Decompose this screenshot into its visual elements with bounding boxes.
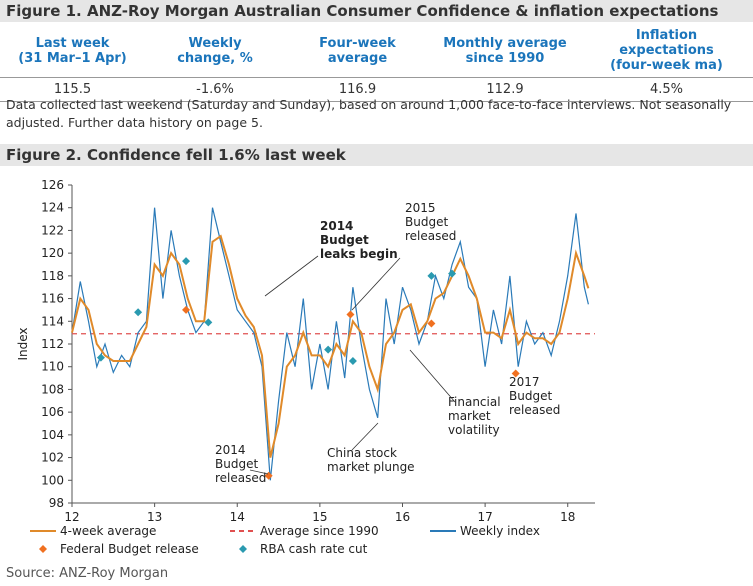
- header-line: expectations: [619, 43, 714, 58]
- header-line: Last week: [35, 35, 110, 51]
- legend-label: 4-week average: [60, 524, 156, 538]
- marker: [346, 310, 355, 319]
- legend-label: Federal Budget release: [60, 542, 199, 556]
- legend-label: RBA cash rate cut: [260, 542, 368, 556]
- y-tick-label: 126: [41, 178, 64, 192]
- chart: 98 100 102 104 106 108 110 112 114 116 118 120 122 12…: [16, 178, 595, 556]
- annotation: 2017: [509, 375, 540, 389]
- y-tick-label: 110: [41, 360, 64, 374]
- column-header: Weekly change, %: [145, 24, 285, 78]
- x-tick-label: 15: [312, 510, 327, 524]
- y-tick-label: 124: [41, 201, 64, 215]
- series-line: [71, 234, 590, 458]
- table-value: 116.9: [285, 77, 430, 102]
- header-line: Weekly: [188, 35, 242, 51]
- annotation: leaks begin: [320, 247, 398, 261]
- column-header: Last week (31 Mar–1 Apr): [0, 24, 145, 78]
- marker: [182, 305, 191, 314]
- annotation: Financial: [448, 395, 501, 409]
- figure-title: Figure 1. ANZ-Roy Morgan Australian Cons…: [0, 0, 753, 22]
- column-header: Inflation expectations (four-week ma): [580, 24, 753, 78]
- header-row: Last week (31 Mar–1 Apr) Weekly change, % Fo…: [0, 24, 753, 78]
- annotation: 2015: [405, 201, 436, 215]
- table-value: 115.5: [0, 77, 145, 102]
- x-tick-label: 14: [230, 510, 245, 524]
- marker: [448, 269, 457, 278]
- header-line: since 1990: [465, 50, 545, 66]
- legend-swatch: [39, 545, 47, 553]
- annotation: Budget: [215, 457, 258, 471]
- annotation: volatility: [448, 423, 500, 437]
- source: Source: ANZ-Roy Morgan: [6, 566, 169, 581]
- table-value: -1.6%: [145, 77, 285, 102]
- note: Data collected last weekend (Saturday an…: [6, 97, 732, 130]
- annotation: market: [448, 409, 491, 423]
- marker: [427, 271, 436, 280]
- annotation-arrow: [264, 255, 319, 297]
- table-value: 4.5%: [580, 77, 753, 102]
- y-tick-label: 116: [41, 292, 64, 306]
- marker: [96, 353, 105, 362]
- header-line: Inflation: [635, 28, 698, 43]
- annotation-arrow: [249, 469, 269, 475]
- annotation: 2014: [215, 443, 246, 457]
- marker: [511, 369, 520, 378]
- y-tick-label: 120: [41, 246, 64, 260]
- annotation: 2014: [320, 219, 353, 233]
- annotation: market plunge: [327, 460, 415, 474]
- annotation: Budget: [509, 389, 552, 403]
- annotation: released: [509, 403, 560, 417]
- header-line: Monthly average: [443, 35, 567, 51]
- x-tick-label: 18: [560, 510, 575, 524]
- column-header: Four-week average: [285, 24, 430, 78]
- marker: [348, 357, 357, 366]
- marker: [204, 318, 213, 327]
- y-tick-label: 114: [41, 314, 64, 328]
- y-tick-label: 118: [41, 269, 64, 283]
- legend-label: Average since 1990: [260, 524, 379, 538]
- y-tick-label: 122: [41, 223, 64, 237]
- marker: [134, 308, 143, 317]
- annotation-arrow: [409, 349, 456, 403]
- y-tick-label: 112: [41, 337, 64, 351]
- y-tick-label: 106: [41, 405, 64, 419]
- figure-title: Figure 2. Confidence fell 1.6% last week: [0, 144, 753, 166]
- annotation: China stock: [327, 446, 397, 460]
- y-tick-label: 102: [41, 451, 64, 465]
- y-tick-label: 100: [41, 473, 64, 487]
- y-axis-label: Index: [16, 327, 30, 360]
- marker: [324, 345, 333, 354]
- marker: [427, 319, 436, 328]
- summary-table: Last week (31 Mar–1 Apr) Weekly change, % Fo…: [0, 24, 753, 102]
- table-value: 112.9: [430, 77, 580, 102]
- y-tick-label: 108: [41, 382, 64, 396]
- annotation-arrow: [351, 422, 379, 451]
- header-line: Four-week: [319, 35, 396, 51]
- y-tick-label: 104: [41, 428, 64, 442]
- header-line: change, %: [177, 50, 253, 66]
- x-tick-label: 17: [477, 510, 492, 524]
- x-tick-label: 16: [395, 510, 410, 524]
- header-line: (four-week ma): [610, 58, 723, 73]
- y-tick-label: 98: [49, 496, 64, 510]
- header-line: (31 Mar–1 Apr): [18, 50, 127, 66]
- legend-swatch: [239, 545, 247, 553]
- annotation-arrow: [351, 257, 401, 311]
- x-tick-label: 12: [64, 510, 79, 524]
- column-header: Monthly average since 1990: [430, 24, 580, 78]
- annotation: released: [405, 229, 456, 243]
- annotation: released: [215, 471, 266, 485]
- legend-label: Weekly index: [460, 524, 540, 538]
- value-row: 115.5 -1.6% 116.9 112.9 4.5%: [0, 77, 753, 102]
- header-line: average: [327, 50, 388, 66]
- marker: [182, 257, 191, 266]
- annotation: Budget: [320, 233, 369, 247]
- annotation: Budget: [405, 215, 448, 229]
- x-tick-label: 13: [147, 510, 162, 524]
